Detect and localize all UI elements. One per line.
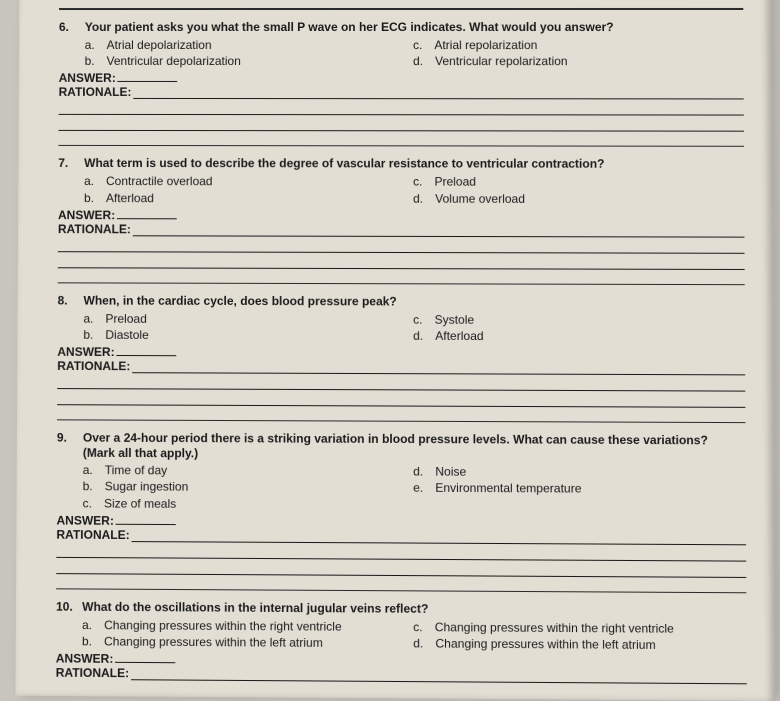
option: a. Contractile overload [84, 173, 413, 190]
question-separator [56, 588, 746, 593]
answer-blank[interactable] [117, 208, 177, 219]
option: b. Afterload [84, 190, 413, 207]
question-number: 6. [59, 20, 85, 35]
option: b. Changing pressures within the left at… [82, 633, 413, 652]
option: b. Ventricular depolarization [85, 53, 413, 69]
rationale-row: RATIONALE: [56, 666, 747, 685]
rationale-label: RATIONALE: [58, 222, 131, 236]
options-col-right: c. Systoled. Afterload [413, 311, 745, 345]
option: a. Preload [83, 310, 413, 327]
option: c. Atrial repolarization [413, 37, 744, 53]
options-col-right: c. Preloadd. Volume overload [413, 174, 744, 207]
question-text: What term is used to describe the degree… [84, 156, 744, 172]
answer-row: ANSWER: [58, 208, 744, 223]
option: c. Systole [413, 311, 745, 328]
options-col-left: a. Contractile overloadb. Afterload [84, 173, 413, 206]
option: d. Ventricular repolarization [413, 53, 744, 69]
options-col-left: a. Time of dayb. Sugar ingestionc. Size … [83, 462, 414, 513]
question-number: 8. [58, 293, 84, 308]
option: c. Preload [413, 174, 744, 191]
rationale-extra-line[interactable] [58, 252, 745, 270]
option: d. Changing pressures within the left at… [413, 635, 746, 654]
worksheet-page: 6.Your patient asks you what the small P… [15, 0, 775, 701]
rationale-label: RATIONALE: [59, 85, 132, 99]
rationale-blank-line[interactable] [133, 87, 743, 100]
question-block: 9.Over a 24-hour period there is a strik… [56, 431, 746, 578]
question-number: 10. [56, 599, 82, 614]
rationale-label: RATIONALE: [56, 527, 129, 542]
question-block: 10.What do the oscillations in the inter… [56, 599, 747, 684]
option: a. Atrial depolarization [85, 37, 413, 53]
question-separator [57, 419, 745, 423]
rationale-row: RATIONALE: [58, 222, 745, 238]
option: c. Changing pressures within the right v… [413, 619, 746, 638]
options-row: a. Atrial depolarizationb. Ventricular d… [85, 37, 744, 70]
options-row: a. Time of dayb. Sugar ingestionc. Size … [83, 462, 746, 514]
answer-blank[interactable] [118, 71, 178, 82]
question-text: When, in the cardiac cycle, does blood p… [84, 293, 745, 310]
rationale-label: RATIONALE: [56, 666, 129, 681]
options-col-right: d. Noisee. Environmental temperature [413, 463, 746, 514]
rationale-extra-line[interactable] [58, 236, 745, 254]
answer-row: ANSWER: [59, 71, 744, 85]
options-col-right: c. Changing pressures within the right v… [413, 619, 746, 654]
question-block: 8.When, in the cardiac cycle, does blood… [57, 293, 745, 408]
question-separator [58, 145, 744, 147]
answer-label: ANSWER: [57, 345, 114, 359]
option: d. Volume overload [413, 190, 744, 207]
option: c. Size of meals [83, 495, 414, 513]
answer-blank[interactable] [116, 513, 176, 524]
option: a. Changing pressures within the right v… [82, 617, 413, 635]
rationale-extra-line[interactable] [57, 389, 745, 408]
rationale-extra-line[interactable] [58, 115, 743, 132]
option: a. Time of day [83, 462, 413, 480]
answer-blank[interactable] [115, 652, 175, 664]
rationale-row: RATIONALE: [59, 85, 744, 100]
question-block: 7.What term is used to describe the degr… [58, 156, 745, 269]
question-number: 9. [57, 431, 83, 446]
question-text: What do the oscillations in the internal… [82, 599, 746, 618]
question-text: Your patient asks you what the small P w… [85, 20, 744, 35]
rationale-row: RATIONALE: [57, 359, 745, 376]
rationale-blank-line[interactable] [132, 361, 745, 375]
options-col-left: a. Changing pressures within the right v… [82, 617, 413, 652]
option: b. Diastole [83, 327, 413, 344]
question-number: 7. [58, 156, 84, 171]
answer-blank[interactable] [117, 345, 177, 356]
option: e. Environmental temperature [413, 480, 746, 498]
question-separator [58, 282, 745, 285]
rationale-blank-line[interactable] [133, 224, 745, 237]
options-row: a. Contractile overloadb. Afterloadc. Pr… [84, 173, 744, 207]
option: d. Noise [413, 463, 746, 481]
options-col-right: c. Atrial repolarizationd. Ventricular r… [413, 37, 744, 70]
rationale-extra-line[interactable] [59, 99, 744, 116]
question-block: 6.Your patient asks you what the small P… [58, 20, 743, 132]
top-rule [59, 8, 743, 10]
options-col-left: a. Preloadb. Diastole [83, 310, 413, 344]
options-row: a. Preloadb. Diastolec. Systoled. Afterl… [83, 310, 745, 345]
rationale-extra-line[interactable] [56, 558, 746, 578]
rationale-blank-line[interactable] [131, 668, 747, 684]
answer-row: ANSWER: [57, 345, 745, 361]
answer-label: ANSWER: [58, 208, 115, 222]
question-subnote: (Mark all that apply.) [83, 446, 746, 463]
options-col-left: a. Atrial depolarizationb. Ventricular d… [85, 37, 413, 70]
options-row: a. Changing pressures within the right v… [82, 617, 747, 654]
option: b. Sugar ingestion [83, 478, 414, 496]
option: d. Afterload [413, 328, 745, 345]
answer-label: ANSWER: [59, 71, 116, 85]
answer-label: ANSWER: [56, 513, 113, 527]
rationale-label: RATIONALE: [57, 359, 130, 373]
